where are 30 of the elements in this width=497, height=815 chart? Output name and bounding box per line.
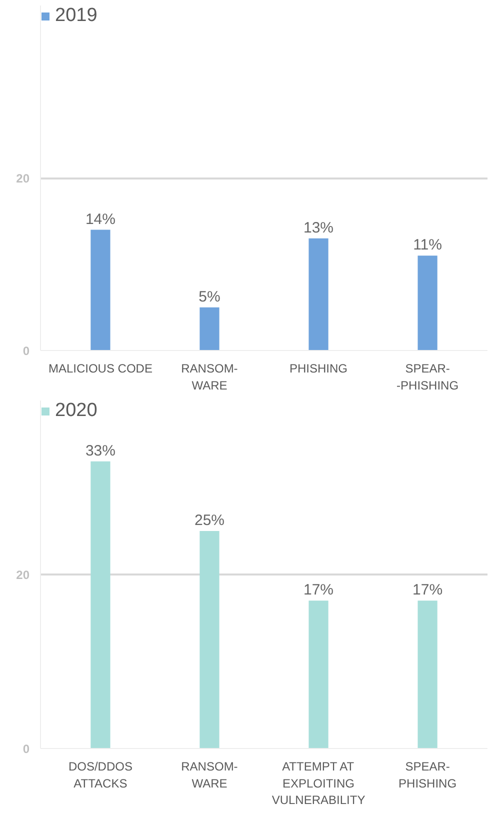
y-tick-label: 20 [16, 568, 30, 582]
legend-label: 2019 [55, 5, 98, 27]
y-tick-label: 20 [16, 172, 30, 186]
y-tick-label: 0 [22, 344, 30, 358]
bar [200, 531, 220, 748]
bar [308, 238, 328, 350]
data-label: 11% [413, 236, 442, 254]
bar [418, 600, 438, 748]
x-tick-label: MALICIOUS CODE [48, 362, 152, 376]
data-label: 17% [304, 582, 334, 599]
x-tick-label: RANSOM- WARE [181, 760, 238, 790]
bar [90, 230, 110, 350]
data-label: 25% [194, 512, 225, 529]
data-label: 14% [85, 210, 116, 228]
legend-label: 2020 [55, 400, 98, 422]
x-tick-label: RANSOM- WARE [181, 362, 238, 392]
data-label: 33% [85, 442, 116, 460]
x-tick-label: PHISHING [290, 362, 348, 376]
data-label: 5% [198, 288, 220, 306]
x-tick-label: DOS/DDOS ATTACKS [68, 760, 132, 790]
data-label: 17% [412, 582, 443, 599]
bar [418, 256, 438, 350]
x-tick-label: ATTEMPT AT EXPLOITING VULNERABILITY [272, 760, 366, 808]
x-tick-label: SPEAR- -PHISHING [396, 362, 459, 392]
bar [200, 307, 220, 350]
x-tick-label: SPEAR- PHISHING [398, 760, 457, 790]
bar [90, 461, 110, 748]
bar [308, 600, 328, 748]
y-tick-label: 0 [22, 742, 30, 756]
data-label: 13% [304, 219, 334, 236]
